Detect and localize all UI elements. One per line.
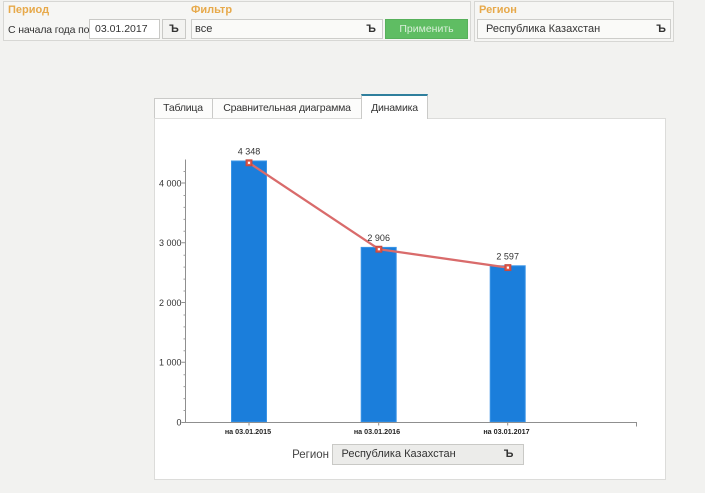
svg-text:3 000: 3 000 [159,238,182,248]
svg-text:2 000: 2 000 [159,298,182,308]
svg-text:0: 0 [176,418,181,428]
svg-text:на 03.01.2016: на 03.01.2016 [354,427,400,436]
svg-text:1 000: 1 000 [159,358,182,368]
svg-text:4 000: 4 000 [159,178,182,188]
svg-text:на 03.01.2017: на 03.01.2017 [483,427,529,436]
svg-text:4 348: 4 348 [238,147,261,157]
svg-text:2 597: 2 597 [496,252,519,262]
svg-text:на 03.01.2015: на 03.01.2015 [225,427,271,436]
svg-text:2 906: 2 906 [367,233,390,243]
